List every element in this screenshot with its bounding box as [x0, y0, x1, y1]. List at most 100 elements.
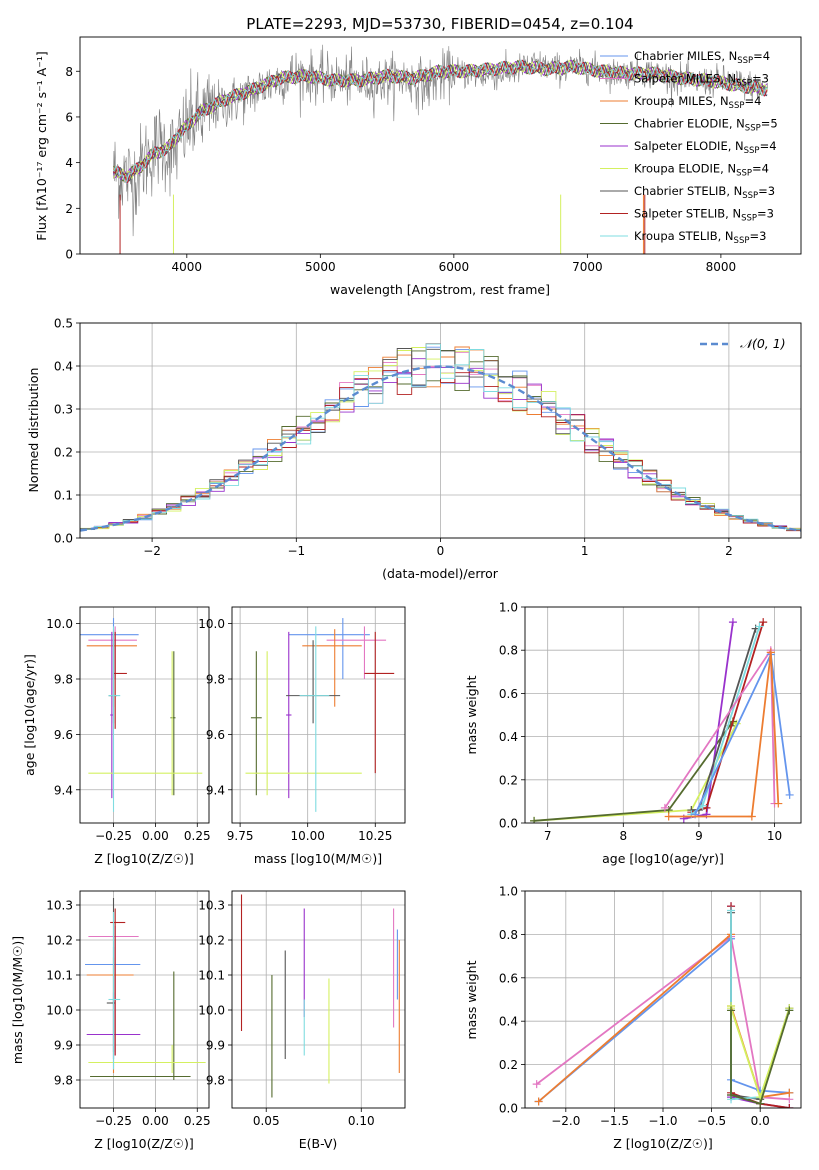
weight_vs_Z-xtick-label: −0.5	[697, 1114, 726, 1128]
legend-entry-c_stelib: Chabrier STELIB, NSSP=3	[634, 184, 775, 201]
mass_vs_Z-xtick-label: 0.00	[142, 1114, 169, 1128]
weight-marker-s_miles	[532, 1080, 541, 1089]
weight-marker-k_miles	[534, 1097, 543, 1106]
spectrum-xlabel: wavelength [Angstrom, rest frame]	[330, 282, 550, 297]
spectrum-xtick-label: 4000	[172, 260, 203, 274]
weight-line-s_miles	[536, 934, 790, 1101]
legend-entry-c_elodie: Chabrier ELODIE, NSSP=5	[634, 117, 778, 134]
age_vs_Z-ylabel: age [log10(age/yr)]	[22, 654, 37, 776]
weight_vs_Z-ytick-label: 0.8	[499, 928, 518, 942]
mass_vs_ebv-ytick-label: 10.3	[198, 899, 225, 913]
age_vs_mass-ytick-label: 9.4	[206, 783, 225, 797]
mass_vs_Z-ytick-label: 10.0	[46, 1004, 73, 1018]
weight_vs_age-xtick-label: 8	[619, 829, 627, 843]
weight-marker-k_miles	[774, 799, 783, 808]
weight-marker-k_stelib	[727, 906, 736, 915]
figure-title: PLATE=2293, MJD=53730, FIBERID=0454, z=0…	[246, 15, 633, 33]
age_vs_mass-xlabel: mass [log10(M/M☉)]	[254, 851, 382, 866]
weight-line-k_elodie	[534, 720, 738, 822]
mass_vs_ebv-plot-area	[240, 894, 400, 1098]
weight-marker-c_elodie	[785, 1006, 794, 1015]
legend-entry-k_miles: Kroupa MILES, NSSP=4	[634, 94, 761, 111]
weight_vs_Z-ytick-label: 1.0	[499, 885, 518, 899]
spectrum-observed-line	[113, 44, 768, 237]
residuals-ytick-label: 0.1	[54, 489, 73, 503]
spectrum-xtick-label: 8000	[706, 260, 737, 274]
spectrum-ylabel: Flux [fλ10⁻¹⁷ erg cm⁻² s⁻¹ A⁻¹]	[34, 51, 49, 240]
spectrum-model-line-k_elodie	[113, 59, 768, 179]
age_vs_Z-ytick-label: 9.4	[54, 783, 73, 797]
mass_vs_ebv-ytick-label: 9.9	[206, 1039, 225, 1053]
spectrum-ytick-label: 0	[65, 248, 73, 262]
mass_vs_ebv-xtick-label: 0.10	[348, 1114, 375, 1128]
mass_vs_Z-ytick-label: 10.2	[46, 934, 73, 948]
age_vs_Z-xlabel: Z [log10(Z/Z☉)]	[94, 851, 194, 866]
weight_vs_age-ytick-label: 0.8	[499, 644, 518, 658]
residuals-xtick-label: 0	[437, 544, 445, 558]
residuals-ylabel: Normed distribution	[26, 368, 41, 493]
spectrum-ytick-label: 8	[65, 65, 73, 79]
weight-line-c_elodie	[730, 1010, 791, 1105]
residuals-axes: −2 −1 0 1 2 0.0 0.1 0.2 0.3 0.4 0.5 𝒩(0, 1) (data-mo…	[26, 317, 802, 581]
mass_vs_ebv-ytick-label: 9.8	[206, 1074, 225, 1088]
spectrum-axes: 4000 5000 6000 7000 8000 0 2 4 6 8 Chabrier MILES,…	[34, 36, 802, 297]
weight_vs_age-xlabel: age [log10(age/yr)]	[602, 851, 724, 866]
weight_vs_Z-xtick-label: −1.5	[600, 1114, 629, 1128]
mass_vs_Z-ytick-label: 9.9	[54, 1039, 73, 1053]
spectrum-xtick-label: 5000	[305, 260, 336, 274]
weight-marker-c_miles	[785, 790, 794, 799]
age_vs_mass-xtick-label: 9.75	[227, 829, 254, 843]
spectrum-xtick-label: 7000	[572, 260, 603, 274]
residuals-ytick-label: 0.0	[54, 532, 73, 546]
mass_vs_Z-ytick-label: 9.8	[54, 1074, 73, 1088]
weight-marker-c_elodie	[727, 1090, 736, 1099]
mass_vs_ebv-xlabel: E(B-V)	[299, 1136, 338, 1151]
weight-line-k_miles	[668, 652, 780, 818]
residual-hist-k_stelib	[80, 343, 801, 531]
weight-marker-k_miles	[785, 1088, 794, 1097]
weight_vs_Z-axes: −2.0 −1.5 −1.0 −0.5 0.0 0.0 0.2 0.4 0.6 0.8 1.0 Z […	[464, 885, 802, 1151]
age_vs_mass-frame	[231, 606, 406, 824]
weight_vs_age-xtick-label: 10	[767, 829, 782, 843]
age_vs_mass-xtick-label: 10.25	[358, 829, 392, 843]
legend-entry-k_elodie: Kroupa ELODIE, NSSP=4	[634, 162, 769, 179]
legend-entry-s_stelib: Salpeter STELIB, NSSP=3	[634, 207, 774, 224]
mass_vs_ebv-axes: 0.05 0.10 9.8 9.9 10.0 10.1 10.2 10.3 E(B-V)	[198, 890, 406, 1151]
spectrum-ytick-label: 6	[65, 110, 73, 124]
mass_vs_ebv-frame	[231, 890, 406, 1109]
weight_vs_Z-ytick-label: 0.6	[499, 971, 518, 985]
age_vs_Z-xtick-label: 0.00	[142, 829, 169, 843]
age_vs_mass-ytick-label: 9.8	[206, 673, 225, 687]
age_vs_mass-axes: 9.75 10.00 10.25 9.4 9.6 9.8 10.0 mass [log10(M…	[198, 606, 406, 866]
weight_vs_age-ytick-label: 0.6	[499, 687, 518, 701]
spectrum-ytick-label: 2	[65, 202, 73, 216]
legend-entry-c_miles: Chabrier MILES, NSSP=4	[634, 49, 770, 66]
weight_vs_age-ytick-label: 0.0	[499, 817, 518, 831]
legend-entry-k_stelib: Kroupa STELIB, NSSP=3	[634, 229, 766, 246]
residuals-xlabel: (data-model)/error	[382, 566, 499, 581]
weight-marker-s_elodie	[728, 618, 737, 627]
mass_vs_ebv-xtick-label: 0.05	[253, 1114, 280, 1128]
age_vs_mass-ytick-label: 10.0	[198, 617, 225, 631]
age_vs_Z-frame	[79, 606, 210, 824]
weight-marker-c_elodie	[727, 1006, 736, 1015]
weight_vs_age-ytick-label: 0.2	[499, 773, 518, 787]
legend-entry-s_elodie: Salpeter ELODIE, NSSP=4	[634, 139, 777, 156]
gaussian-legend-label: 𝒩(0, 1)	[740, 336, 786, 351]
age_vs_Z-ytick-label: 10.0	[46, 617, 73, 631]
mass_vs_Z-axes: −0.25 0.00 0.25 9.8 9.9 10.0 10.1 10.2 10.3 Z [lo…	[10, 890, 211, 1151]
residuals-plot-area	[80, 343, 801, 532]
spectrum-frame	[79, 36, 802, 255]
weight-marker-c_elodie	[530, 816, 539, 823]
legend-entry-s_miles: Salpeter MILES, NSSP=3	[634, 72, 769, 89]
spectrum-model-line-s_stelib	[113, 59, 768, 183]
residuals-ytick-label: 0.2	[54, 446, 73, 460]
mass_vs_ebv-ytick-label: 10.0	[198, 1004, 225, 1018]
weight_vs_age-axes: 7 8 9 10 0.0 0.2 0.4 0.6 0.8 1.0 age [log10(age/yr…	[464, 601, 802, 866]
weight_vs_age-xtick-label: 7	[544, 829, 552, 843]
weight_vs_age-plot-area	[530, 618, 794, 823]
mass_vs_Z-ytick-label: 10.1	[46, 969, 73, 983]
weight_vs_Z-xtick-label: −2.0	[551, 1114, 580, 1128]
weight_vs_Z-ytick-label: 0.0	[499, 1102, 518, 1116]
